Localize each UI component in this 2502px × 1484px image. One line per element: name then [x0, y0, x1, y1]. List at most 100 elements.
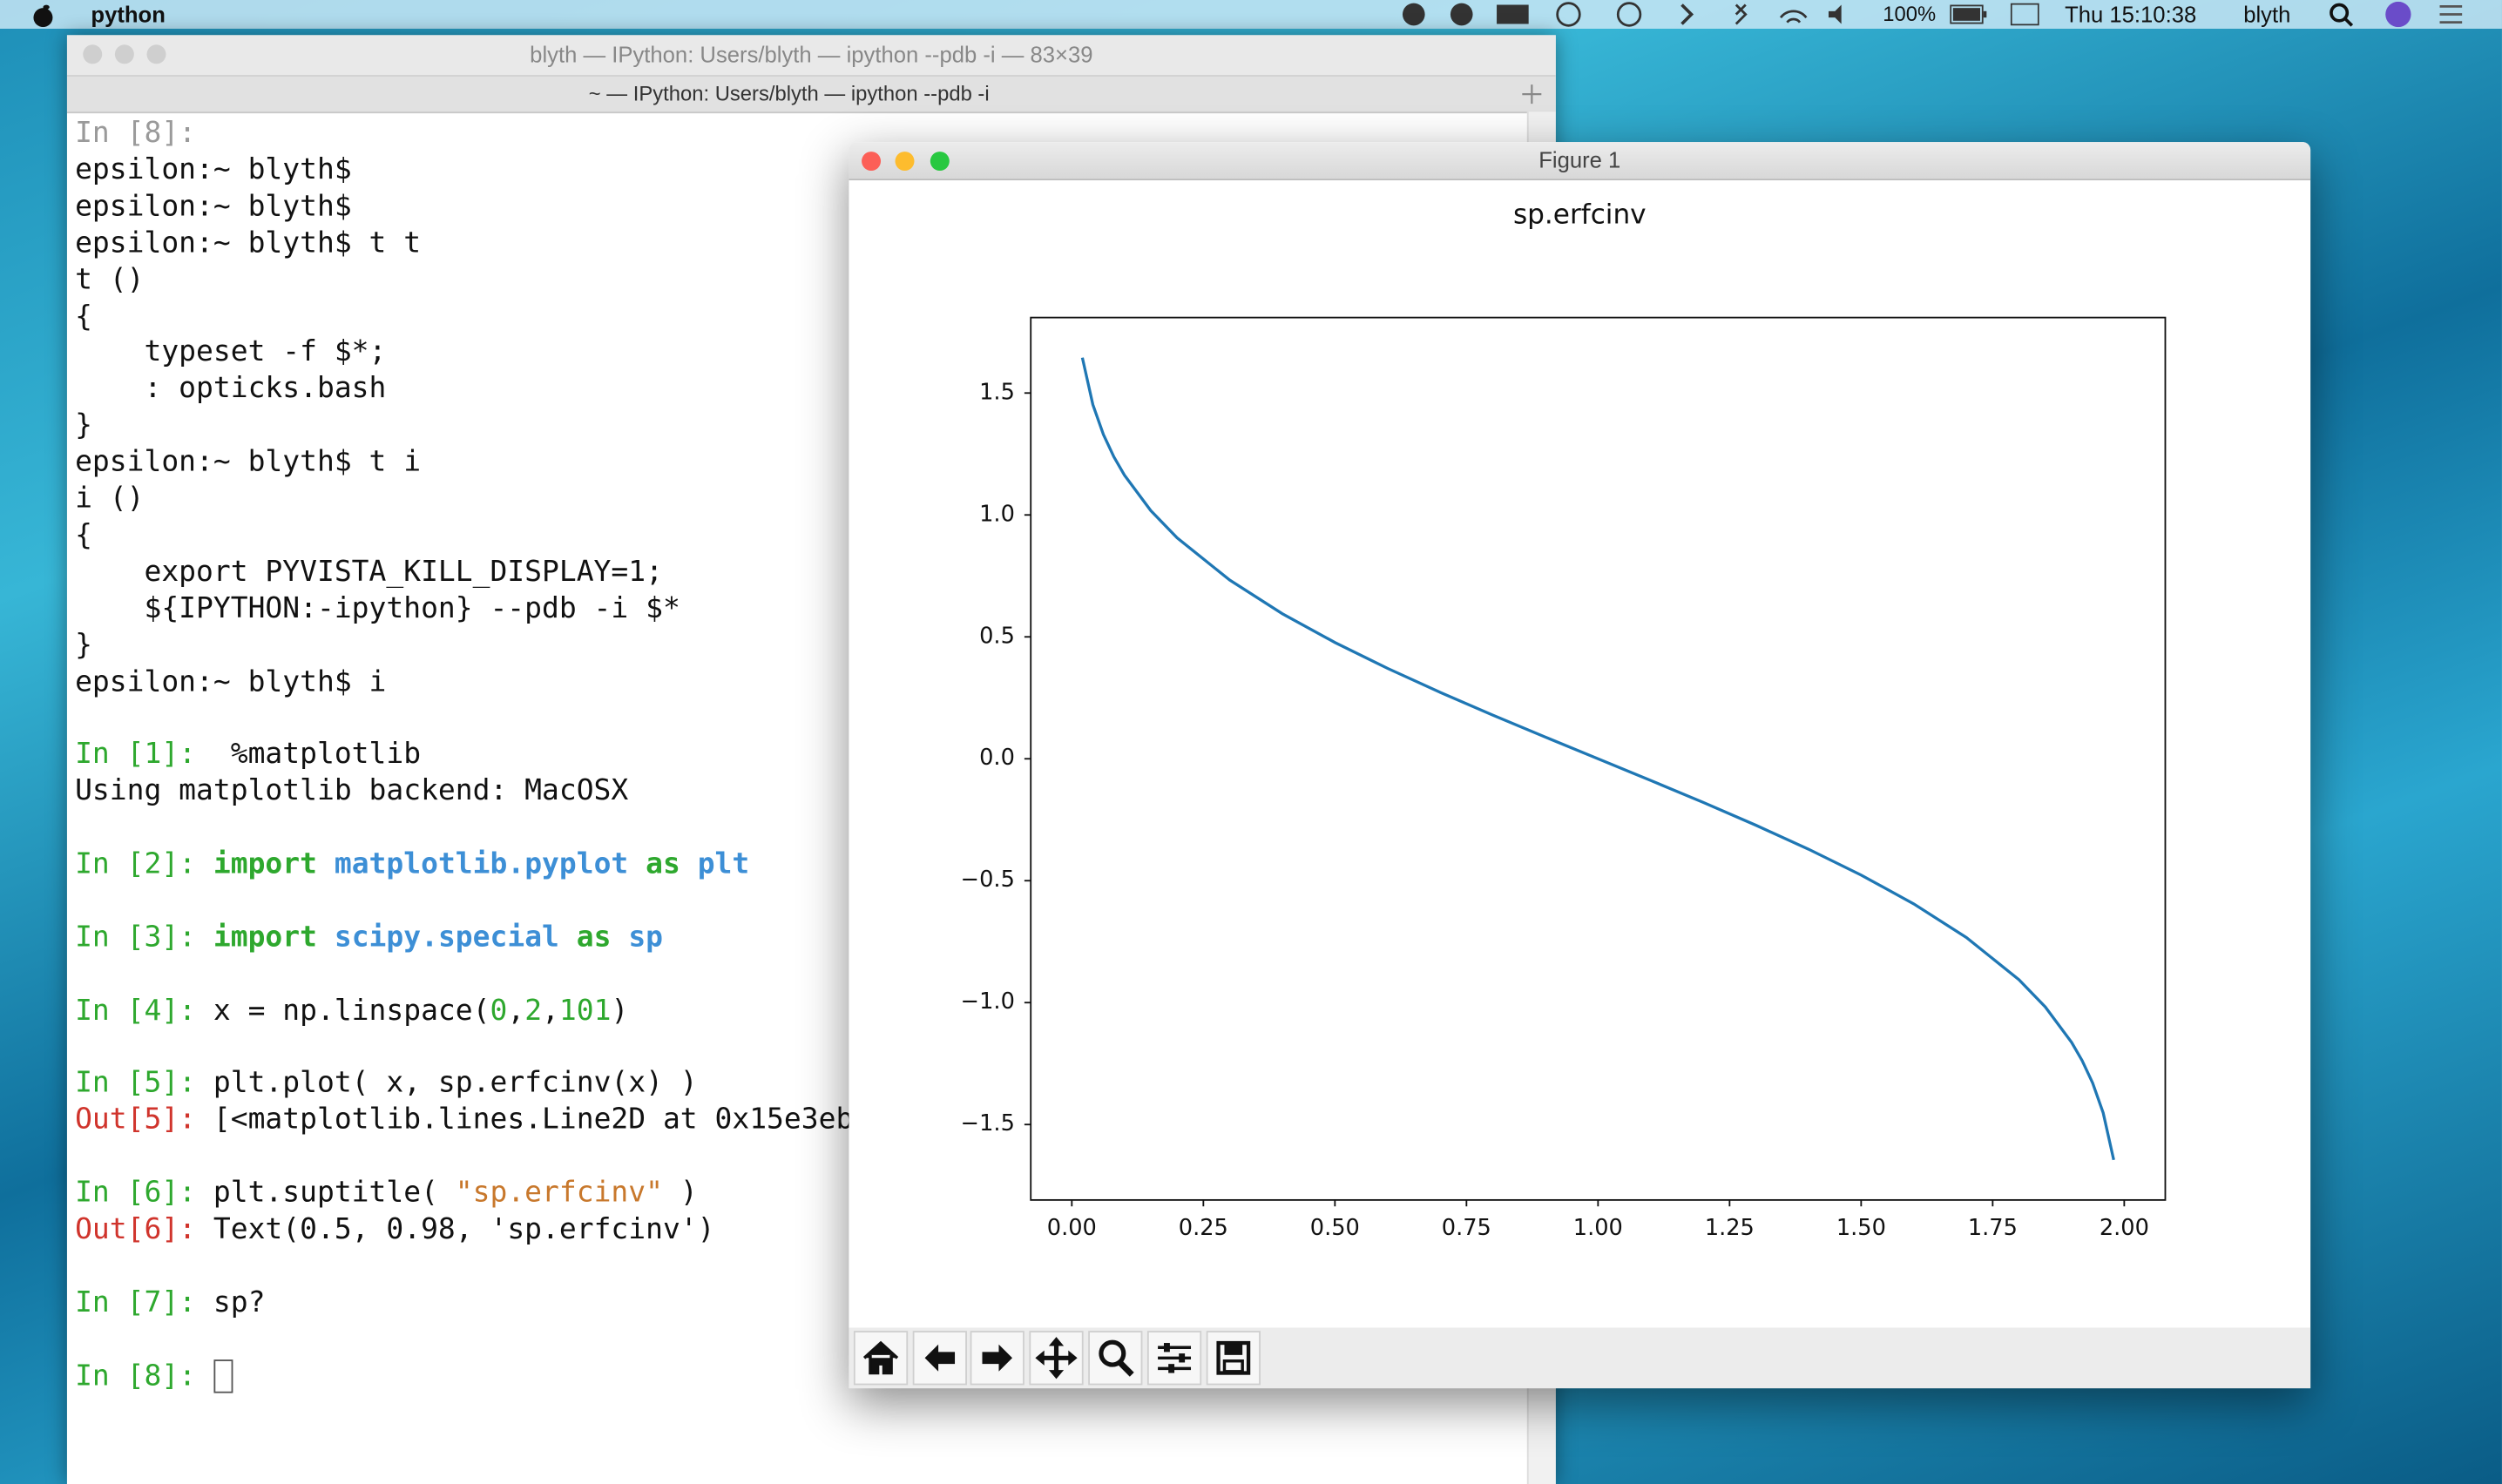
terminal-text: plt: [680, 847, 750, 881]
minimize-button[interactable]: [895, 152, 915, 172]
terminal-line: {: [75, 516, 92, 553]
terminal-text: epsilon:~ blyth$: [75, 152, 352, 187]
terminal-line: In [4]: x = np.linspace(0,2,101): [75, 992, 628, 1029]
terminal-line: epsilon:~ blyth$ i: [75, 663, 386, 699]
terminal-line: : opticks.bash: [75, 371, 386, 408]
terminal-line: typeset -f $*;: [75, 334, 386, 371]
configure-button[interactable]: [1146, 1331, 1202, 1386]
terminal-text: ${IPYTHON:-ipython} --pdb -i $*: [75, 591, 680, 625]
terminal-text: as: [646, 847, 680, 881]
terminal-text: ): [611, 993, 629, 1028]
terminal-line: In [8]:: [75, 1358, 233, 1394]
back-button[interactable]: [912, 1331, 967, 1386]
terminal-line: t (): [75, 261, 144, 298]
battery[interactable]: 100%: [1883, 1, 1937, 26]
save-button[interactable]: [1206, 1331, 1261, 1386]
terminal-text: x = np.linspace(: [213, 993, 490, 1028]
status-icons: [1402, 2, 1842, 27]
user-name[interactable]: blyth: [2243, 1, 2291, 28]
terminal-text: import: [213, 920, 318, 954]
terminal-text: In [2]:: [75, 847, 213, 881]
minimize-button[interactable]: [114, 44, 134, 64]
terminal-text: In [5]:: [75, 1066, 213, 1101]
terminal-line: Out[5]: [<matplotlib.lines.Line2D at 0x1…: [75, 1102, 853, 1138]
terminal-line: epsilon:~ blyth$ t t: [75, 225, 421, 261]
terminal-line: }: [75, 626, 92, 663]
terminal-line: i (): [75, 481, 144, 517]
terminal-text: In [3]:: [75, 920, 213, 954]
terminal-output: In [8]: epsilon:~ blyth$ epsilon:~ blyth$ e…: [75, 115, 1527, 1484]
terminal-text: sp?: [213, 1285, 266, 1319]
terminal-text: 101: [558, 993, 612, 1028]
title-bar: Figure 1: [849, 142, 2311, 181]
x-tick-label: 1.25: [1705, 1215, 1755, 1241]
terminal-text: %matplotlib: [213, 738, 422, 772]
keyboard-icon: [2010, 3, 2039, 26]
zoom-button[interactable]: [146, 44, 166, 64]
terminal-text: 2: [524, 993, 543, 1028]
battery-icon: [1950, 4, 1987, 24]
figure-window: Figure 1: [849, 142, 2311, 1389]
forward-button[interactable]: [970, 1331, 1024, 1386]
terminal-line: export PYVISTA_KILL_DISPLAY=1;: [75, 553, 663, 590]
terminal-text: scipy.special: [317, 920, 577, 954]
menu-extras: [2330, 1, 2463, 28]
terminal-line: epsilon:~ blyth$: [75, 152, 352, 188]
terminal-text: plt.suptitle(: [213, 1176, 456, 1211]
terminal-text: ): [662, 1176, 698, 1211]
clock[interactable]: Thu 15:10:38: [2065, 1, 2197, 28]
terminal-text: i (): [75, 482, 145, 516]
pan-button[interactable]: [1029, 1331, 1084, 1386]
terminal-text: 0: [490, 993, 508, 1028]
terminal-text: }: [75, 628, 92, 662]
y-tick-label: 1.0: [979, 501, 1015, 527]
terminal-text: In [6]:: [75, 1176, 213, 1211]
close-button[interactable]: [862, 152, 882, 172]
y-tick-label: −1.0: [961, 988, 1015, 1015]
terminal-text: Out[5]:: [75, 1103, 213, 1137]
app-menu[interactable]: python: [91, 1, 166, 28]
x-tick-label: 0.75: [1442, 1215, 1491, 1241]
terminal-text: matplotlib.pyplot: [317, 847, 646, 881]
terminal-text: epsilon:~ blyth$ t i: [75, 445, 422, 479]
tab-bar: ~ — IPython: Users/blyth — ipython --pdb…: [66, 76, 1556, 114]
window-title: blyth — IPython: Users/blyth — ipython -…: [530, 41, 1093, 67]
terminal-text: export PYVISTA_KILL_DISPLAY=1;: [75, 555, 663, 589]
zoom-button[interactable]: [1088, 1331, 1143, 1386]
chart-title: sp.erfcinv: [1513, 199, 1647, 230]
menu-bar: python 100% Thu 15:10:38 blyth: [0, 0, 2502, 29]
terminal-text: In [1]:: [75, 738, 213, 772]
x-tick-label: 0.50: [1310, 1215, 1360, 1241]
x-tick-label: 2.00: [2100, 1215, 2149, 1241]
y-tick-label: −0.5: [961, 867, 1015, 893]
apple-menu[interactable]: [32, 3, 55, 28]
terminal-text: In [8]:: [75, 116, 197, 151]
terminal-text: epsilon:~ blyth$ i: [75, 664, 387, 698]
terminal-line: In [3]: import scipy.special as sp: [75, 919, 663, 955]
terminal-text: Out[6]:: [75, 1212, 213, 1247]
x-tick-label: 0.25: [1179, 1215, 1228, 1241]
tab-title[interactable]: ~ — IPython: Users/blyth — ipython --pdb…: [588, 81, 990, 105]
terminal-line: In [6]: plt.suptitle( "sp.erfcinv" ): [75, 1175, 698, 1211]
y-tick-label: 0.0: [979, 745, 1015, 771]
terminal-line: In [1]: %matplotlib: [75, 736, 421, 772]
terminal-line: In [7]: sp?: [75, 1285, 265, 1321]
terminal-text: "sp.erfcinv": [455, 1176, 663, 1211]
terminal-line: In [2]: import matplotlib.pyplot as plt: [75, 846, 749, 882]
zoom-button[interactable]: [930, 152, 950, 172]
x-tick-label: 1.75: [1968, 1215, 2018, 1241]
new-tab-button[interactable]: [1519, 81, 1545, 106]
close-button[interactable]: [83, 44, 103, 64]
terminal-line: }: [75, 408, 92, 444]
x-tick-label: 1.50: [1836, 1215, 1886, 1241]
home-button[interactable]: [853, 1331, 909, 1386]
terminal-text: Text(0.5, 0.98, 'sp.erfcinv'): [213, 1212, 715, 1247]
terminal-text: epsilon:~ blyth$ t t: [75, 226, 422, 260]
terminal-line: ${IPYTHON:-ipython} --pdb -i $*: [75, 590, 680, 626]
cursor: [213, 1359, 233, 1393]
y-tick-label: 0.5: [979, 623, 1015, 649]
terminal-line: Out[6]: Text(0.5, 0.98, 'sp.erfcinv'): [75, 1211, 714, 1248]
